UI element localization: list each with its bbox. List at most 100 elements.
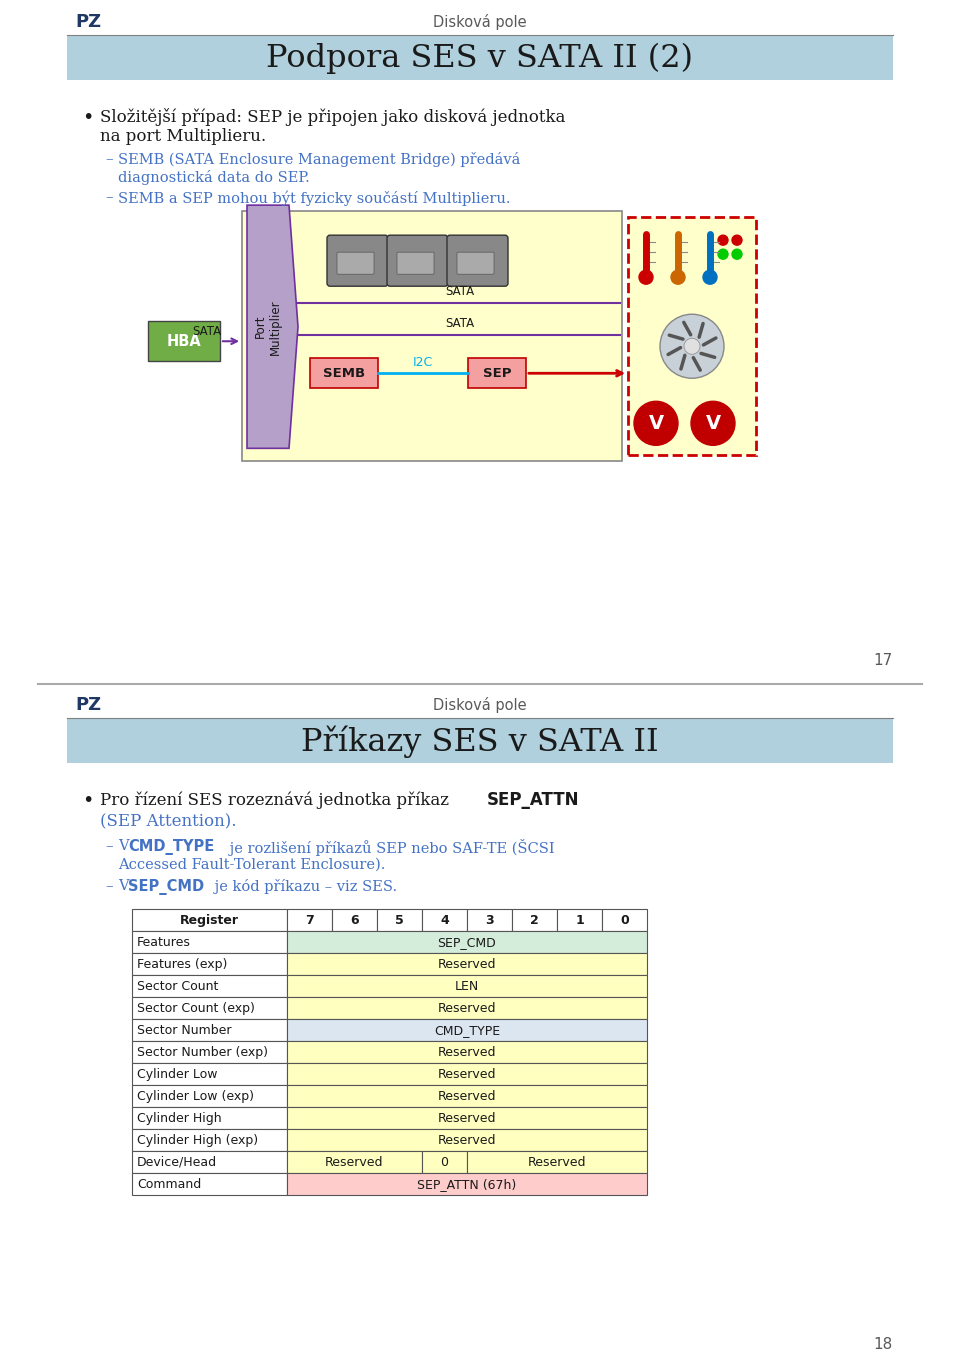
Text: Sector Count: Sector Count <box>137 980 218 992</box>
Text: V: V <box>118 839 133 853</box>
Text: je rozlišení příkazů SEP nebo SAF-TE (ŠCSI: je rozlišení příkazů SEP nebo SAF-TE (ŠC… <box>225 839 555 856</box>
Text: SATA: SATA <box>445 286 474 298</box>
Text: •: • <box>82 791 93 811</box>
Polygon shape <box>247 205 298 448</box>
Circle shape <box>639 271 653 284</box>
Text: LEN: LEN <box>455 980 479 992</box>
FancyBboxPatch shape <box>287 1107 647 1129</box>
Text: V: V <box>706 414 721 433</box>
Circle shape <box>732 249 742 260</box>
FancyBboxPatch shape <box>132 953 287 975</box>
FancyBboxPatch shape <box>397 252 434 275</box>
FancyBboxPatch shape <box>512 909 557 931</box>
Text: Reserved: Reserved <box>325 1155 384 1169</box>
Text: CMD_TYPE: CMD_TYPE <box>128 839 214 856</box>
Text: Port
Multiplier: Port Multiplier <box>254 299 282 354</box>
Text: SATA: SATA <box>445 317 474 331</box>
FancyBboxPatch shape <box>132 998 287 1020</box>
Circle shape <box>671 271 685 284</box>
Text: Accessed Fault-Tolerant Enclosure).: Accessed Fault-Tolerant Enclosure). <box>118 857 385 871</box>
FancyBboxPatch shape <box>387 235 448 286</box>
Text: SEMB (SATA Enclosure Management Bridge) předává: SEMB (SATA Enclosure Management Bridge) … <box>118 152 520 167</box>
Text: je kód příkazu – viz SES.: je kód příkazu – viz SES. <box>210 879 397 894</box>
Text: Features (exp): Features (exp) <box>137 958 228 971</box>
Circle shape <box>718 249 728 260</box>
Text: na port Multiplieru.: na port Multiplieru. <box>100 128 266 145</box>
FancyBboxPatch shape <box>132 1020 287 1042</box>
FancyBboxPatch shape <box>287 1173 647 1195</box>
Text: Sector Count (exp): Sector Count (exp) <box>137 1002 254 1014</box>
FancyBboxPatch shape <box>132 1107 287 1129</box>
FancyBboxPatch shape <box>332 909 377 931</box>
FancyBboxPatch shape <box>132 909 287 931</box>
FancyBboxPatch shape <box>422 1151 467 1173</box>
Text: 6: 6 <box>350 913 359 927</box>
Text: Features: Features <box>137 936 191 949</box>
FancyBboxPatch shape <box>287 1064 647 1085</box>
Text: SATA: SATA <box>192 325 222 338</box>
Text: SEP_ATTN: SEP_ATTN <box>487 791 580 809</box>
Text: Podpora SES v SATA II (2): Podpora SES v SATA II (2) <box>267 42 693 74</box>
Circle shape <box>684 338 700 354</box>
FancyBboxPatch shape <box>287 1042 647 1064</box>
Text: 3: 3 <box>485 913 493 927</box>
FancyBboxPatch shape <box>557 909 602 931</box>
FancyBboxPatch shape <box>468 358 526 388</box>
Text: I2C: I2C <box>413 357 433 369</box>
FancyBboxPatch shape <box>287 1020 647 1042</box>
Text: Reserved: Reserved <box>438 1046 496 1058</box>
Text: 0: 0 <box>441 1155 448 1169</box>
Circle shape <box>703 271 717 284</box>
Text: PZ: PZ <box>75 696 101 715</box>
FancyBboxPatch shape <box>132 1042 287 1064</box>
Text: –: – <box>105 152 112 167</box>
Text: Cylinder High: Cylinder High <box>137 1111 222 1125</box>
FancyBboxPatch shape <box>287 975 647 998</box>
Text: Reserved: Reserved <box>438 1133 496 1147</box>
Text: –: – <box>105 879 112 894</box>
Text: SEMB: SEMB <box>323 366 365 380</box>
Text: Složitější případ: SEP je připojen jako disková jednotka: Složitější případ: SEP je připojen jako … <box>100 108 565 126</box>
FancyBboxPatch shape <box>287 1085 647 1107</box>
Text: 17: 17 <box>874 653 893 668</box>
Text: Reserved: Reserved <box>438 1068 496 1081</box>
FancyBboxPatch shape <box>310 358 378 388</box>
Circle shape <box>634 402 678 446</box>
FancyBboxPatch shape <box>628 217 756 455</box>
FancyBboxPatch shape <box>287 1129 647 1151</box>
FancyBboxPatch shape <box>67 719 893 763</box>
Text: Příkazy SES v SATA II: Příkazy SES v SATA II <box>301 726 659 757</box>
FancyBboxPatch shape <box>602 909 647 931</box>
FancyBboxPatch shape <box>467 1151 647 1173</box>
Text: 4: 4 <box>440 913 449 927</box>
Text: •: • <box>82 108 93 127</box>
Text: Disková pole: Disková pole <box>433 14 527 30</box>
Text: Reserved: Reserved <box>438 1111 496 1125</box>
Circle shape <box>718 235 728 245</box>
Text: SEMB a SEP mohou být fyzicky součástí Multiplieru.: SEMB a SEP mohou být fyzicky součástí Mu… <box>118 190 511 205</box>
Text: 1: 1 <box>575 913 584 927</box>
Text: V: V <box>118 879 133 894</box>
Text: Register: Register <box>180 913 239 927</box>
FancyBboxPatch shape <box>287 1151 422 1173</box>
Text: Cylinder Low (exp): Cylinder Low (exp) <box>137 1089 254 1103</box>
Text: (SEP Attention).: (SEP Attention). <box>100 813 236 830</box>
Text: CMD_TYPE: CMD_TYPE <box>434 1024 500 1036</box>
FancyBboxPatch shape <box>132 1151 287 1173</box>
FancyBboxPatch shape <box>467 909 512 931</box>
FancyBboxPatch shape <box>287 931 647 953</box>
Text: Command: Command <box>137 1177 202 1191</box>
FancyBboxPatch shape <box>327 235 388 286</box>
Text: Cylinder Low: Cylinder Low <box>137 1068 218 1081</box>
Text: SEP_CMD: SEP_CMD <box>128 879 204 895</box>
Text: 5: 5 <box>396 913 404 927</box>
Text: Disková pole: Disková pole <box>433 697 527 714</box>
Circle shape <box>732 235 742 245</box>
Circle shape <box>660 314 724 379</box>
Text: PZ: PZ <box>75 14 101 31</box>
Text: –: – <box>105 839 112 853</box>
Text: 18: 18 <box>874 1337 893 1352</box>
Text: diagnostická data do SEP.: diagnostická data do SEP. <box>118 170 310 185</box>
FancyBboxPatch shape <box>132 1129 287 1151</box>
Text: 0: 0 <box>620 913 629 927</box>
